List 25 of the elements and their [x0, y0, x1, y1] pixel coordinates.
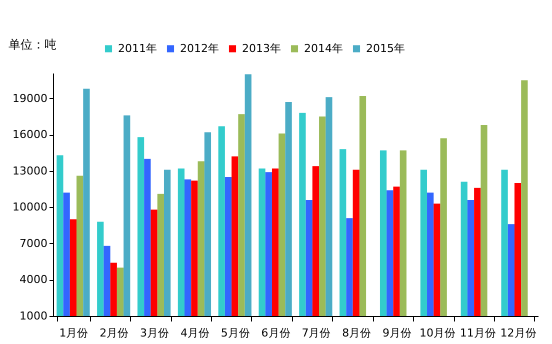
legend-label: 2013年: [242, 42, 281, 55]
y-axis-title: 单位：吨: [8, 38, 56, 52]
legend-label: 2015年: [366, 42, 405, 55]
y-tick-label: 7000: [20, 236, 48, 250]
x-tick-label: 8月份: [342, 326, 372, 340]
x-tick-label: 5月份: [220, 326, 250, 340]
x-tick-label: 1月份: [59, 326, 88, 340]
x-tick-label: 3月份: [140, 326, 170, 340]
y-tick-label: 4000: [20, 273, 48, 286]
x-tick-label: 6月份: [261, 326, 290, 340]
x-tick-label: 2月份: [100, 326, 129, 340]
x-tick-label: 9月份: [382, 326, 412, 340]
x-tick-label: 4月份: [180, 326, 210, 340]
y-tick-label: 13000: [12, 164, 48, 178]
y-tick-label: 1000: [20, 310, 48, 322]
legend-label: 2011年: [118, 42, 157, 55]
x-tick-label: 12月份: [500, 326, 536, 340]
x-tick-label: 7月份: [302, 326, 331, 340]
y-tick-label: 16000: [12, 128, 48, 142]
y-tick-label: 10000: [12, 200, 48, 214]
legend-label: 2014年: [304, 42, 343, 55]
x-tick-label: 10月份: [419, 326, 456, 340]
x-tick-label: 11月份: [460, 326, 496, 340]
legend-label: 2012年: [180, 42, 219, 55]
y-tick-label: 19000: [12, 92, 48, 105]
